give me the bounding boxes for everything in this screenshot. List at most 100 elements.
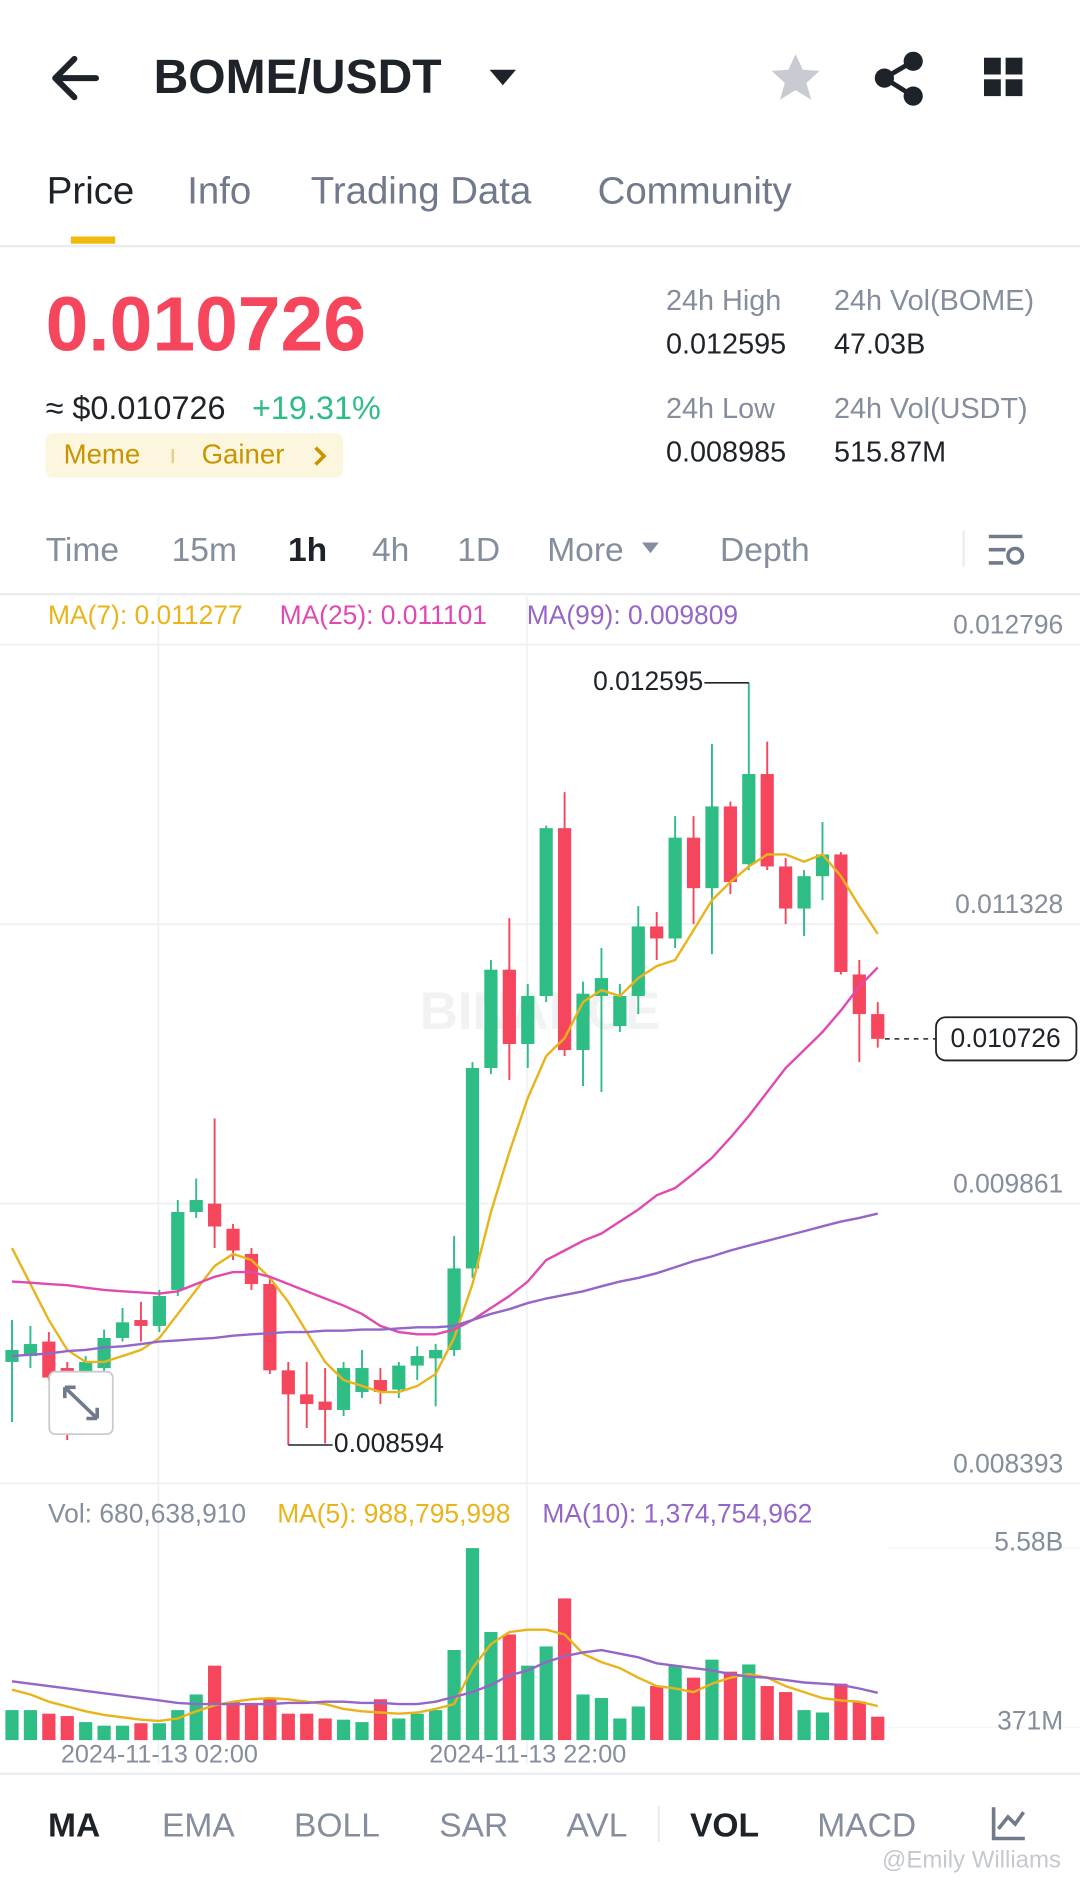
divider [0,244,1080,248]
candle-body [613,995,627,1027]
y-tick-label: 371M [997,1706,1063,1736]
volume-bar [594,1698,609,1741]
candle-body [208,1203,222,1227]
volume-bar [42,1713,56,1741]
y-tick-label: 5.58B [994,1526,1063,1556]
divider [0,1772,1080,1775]
volume-bar [189,1694,203,1741]
interval[interactable]: More [547,532,624,569]
volume-bar [23,1710,38,1741]
ma-line [11,966,879,1336]
candle-body [97,1337,111,1369]
volume-bar [410,1713,424,1741]
volume-bar [779,1692,793,1741]
indicator-settings-icon[interactable] [991,1807,1026,1841]
indicator[interactable]: AVL [566,1808,627,1845]
share-icon[interactable] [874,51,923,106]
volume-bar [5,1710,19,1741]
chart-settings-icon[interactable] [988,534,1025,565]
tab[interactable]: Trading Data [311,169,532,212]
indicator[interactable]: MA [48,1808,100,1845]
volume-bar [723,1671,737,1741]
volume-bar [686,1677,701,1741]
ma-line [10,853,879,1394]
volume-bar [576,1694,590,1741]
candle-body [631,926,645,996]
volume-bar [760,1686,774,1741]
volume-bar [539,1646,553,1741]
interval[interactable]: 4h [372,532,409,569]
indicator[interactable]: BOLL [294,1808,380,1845]
indicator[interactable]: EMA [162,1808,235,1845]
legend-entry: MA(5): 988,795,998 [277,1499,510,1529]
interval[interactable]: 1h [288,532,327,569]
tab[interactable]: Community [598,169,793,212]
volume-bar [742,1664,756,1741]
volume-legend: Vol: 680,638,910 [48,1499,246,1529]
pair-dropdown[interactable] [489,69,516,86]
volume-bar [263,1698,277,1741]
back-button[interactable] [52,55,99,101]
volume-bar [134,1723,148,1741]
candle-body [502,969,516,1044]
usd-price: ≈ $0.010726 [46,390,226,426]
more-dropdown[interactable] [642,542,659,554]
interval[interactable]: 1D [457,532,500,569]
legend-entry: MA(25): 0.011101 [280,600,487,630]
expand-icon [63,1385,99,1421]
candle-body [760,774,774,867]
divider [962,530,965,567]
candle-body [465,1067,480,1269]
stat-value: 0.008985 [666,436,786,468]
favorite-icon[interactable] [771,54,820,100]
volume-bar [60,1716,74,1741]
interval[interactable]: Time [46,532,119,569]
ma-line [11,1648,879,1706]
stat-label: 24h Vol(USDT) [834,393,1028,425]
grid-icon[interactable] [984,57,1023,97]
indicator[interactable]: VOL [690,1808,759,1845]
candle-body [152,1296,166,1326]
candle-body [429,1349,443,1359]
candle-body [373,1380,387,1393]
tag-pill[interactable] [45,433,344,478]
pair-title[interactable]: BOME/USDT [154,51,442,104]
stat-label: 24h Vol(BOME) [834,285,1034,317]
tag[interactable]: Meme [64,438,141,469]
candle-body [815,854,830,877]
volume-bar [318,1718,332,1741]
candle-body [484,969,498,1068]
volume-bar [705,1659,719,1741]
volume-bar [281,1713,295,1741]
volume-bar [631,1706,645,1741]
candle-body [171,1212,185,1290]
y-tick-label: 0.012796 [953,609,1063,639]
tag-divider [171,448,174,464]
volume-bar [336,1719,351,1741]
legend-entry: MA(10): 1,374,754,962 [542,1499,812,1529]
volume-bar [152,1723,166,1741]
indicator[interactable]: MACD [817,1808,916,1845]
candle-body [723,806,737,883]
candle-body [336,1368,351,1410]
candle-body [42,1341,56,1378]
interval[interactable]: 15m [172,532,237,569]
volume-bar [834,1683,848,1741]
tab[interactable]: Price [47,169,134,212]
tag[interactable]: Gainer [202,438,285,469]
candle-body [834,854,848,972]
candle-body [226,1228,240,1251]
price-change: +19.31% [252,390,381,426]
tab[interactable]: Info [187,169,251,212]
candle-body [189,1200,203,1213]
watermark: @Emily Williams [882,1847,1061,1874]
y-tick-label: 0.008393 [953,1448,1063,1478]
volume-bar [392,1718,406,1741]
volume-bar [244,1704,259,1741]
interval[interactable]: Depth [720,532,810,569]
indicator[interactable]: SAR [439,1808,508,1845]
candle-body [779,866,793,909]
stat-value: 515.87M [834,436,946,468]
candle-body [521,995,535,1044]
